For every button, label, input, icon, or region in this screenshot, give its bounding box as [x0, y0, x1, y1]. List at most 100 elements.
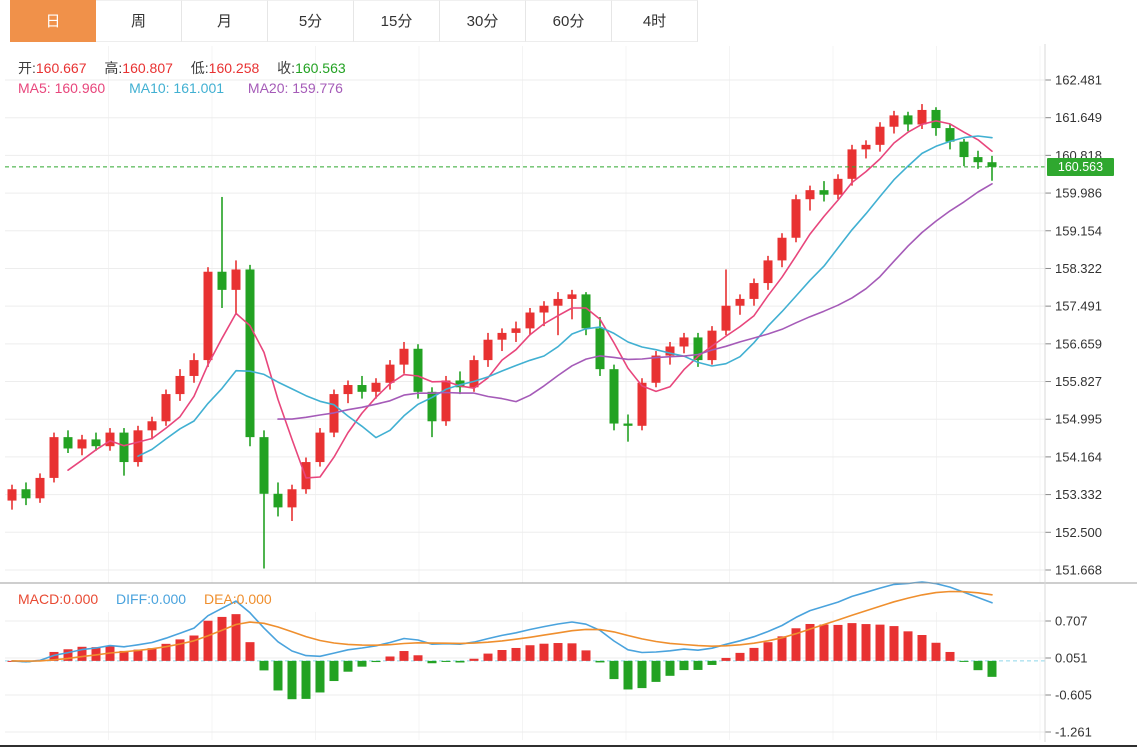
macd-histogram-bar: [679, 660, 689, 671]
candle-body: [511, 328, 521, 333]
candle-body: [133, 430, 143, 463]
macd-histogram-bar: [427, 660, 437, 664]
macd-histogram-bar: [525, 645, 535, 661]
macd-histogram-bar: [343, 660, 353, 672]
candle-body: [791, 199, 801, 238]
macd-histogram-bar: [301, 660, 311, 699]
candle-body: [35, 477, 45, 499]
close-item: 收:160.563: [277, 60, 346, 76]
macd-histogram-bar: [665, 660, 675, 676]
candle-body: [931, 109, 941, 129]
macd-histogram-bar: [931, 642, 941, 661]
candle-body: [245, 269, 255, 438]
candle-body: [861, 144, 871, 150]
candle-body: [721, 305, 731, 331]
ma5-line: [67, 120, 993, 479]
price-axis-label: 159.986: [1055, 186, 1102, 201]
macd-histogram-bar: [119, 650, 129, 661]
timeframe-tab-5[interactable]: 15分: [354, 0, 440, 42]
timeframe-tab-6[interactable]: 30分: [440, 0, 526, 42]
ma10-legend: MA10: 161.001: [129, 80, 225, 96]
candle-body: [651, 355, 661, 383]
candle-body: [875, 126, 885, 145]
macd-histogram-bar: [819, 624, 829, 661]
macd-histogram-bar: [133, 649, 143, 661]
candle-body: [273, 493, 283, 508]
candle-body: [147, 421, 157, 431]
macd-axis-label: 0.051: [1055, 651, 1088, 666]
candle-body: [63, 437, 73, 449]
macd-histogram-bar: [651, 660, 661, 682]
candle-body: [973, 157, 983, 163]
diff-value: DIFF:0.000: [116, 591, 187, 607]
macd-histogram-bar: [889, 626, 899, 661]
candle-body: [847, 149, 857, 179]
macd-histogram-bar: [791, 628, 801, 661]
candle-body: [595, 328, 605, 370]
ma-legend: MA5: 160.960 MA10: 161.001 MA20: 159.776: [18, 80, 363, 96]
candle-body: [455, 380, 465, 388]
candle-body: [385, 364, 395, 383]
low-label: 低:: [190, 60, 209, 76]
candle-body: [7, 489, 17, 501]
candle-body: [693, 337, 703, 361]
candle-body: [665, 346, 675, 356]
candle-body: [413, 348, 423, 392]
macd-histogram-bar: [203, 620, 213, 661]
candle-body: [497, 332, 507, 340]
price-axis-label: 159.154: [1055, 223, 1102, 238]
timeframe-tab-4[interactable]: 5分: [268, 0, 354, 42]
macd-histogram-bar: [735, 652, 745, 661]
candle-body: [553, 298, 563, 306]
dea-line: [11, 590, 993, 662]
macd-histogram-bar: [469, 658, 479, 661]
macd-histogram-bar: [357, 660, 367, 667]
candle-body: [819, 190, 829, 195]
macd-histogram-bar: [399, 651, 409, 661]
macd-histogram-bar: [581, 650, 591, 661]
macd-histogram-bar: [609, 660, 619, 680]
timeframe-tabs: 日周月 5分 15分 30分 60分 4时: [0, 0, 1137, 42]
macd-histogram-bar: [973, 660, 983, 671]
macd-histogram-bar: [161, 643, 171, 661]
ohlc-legend: 开:160.667 高:160.807 低:160.258 收:160.563: [18, 58, 360, 78]
price-axis-label: 154.995: [1055, 412, 1102, 427]
macd-histogram-bar: [329, 660, 339, 682]
macd-histogram-bar: [455, 660, 465, 663]
open-item: 开:160.667: [18, 60, 87, 76]
timeframe-tab-1[interactable]: 日: [10, 0, 96, 42]
candle-body: [217, 271, 227, 290]
ma10-line: [137, 135, 993, 458]
price-axis-label: 154.164: [1055, 449, 1102, 464]
candle-body: [623, 423, 633, 426]
macd-histogram-bar: [749, 647, 759, 661]
candle-body: [637, 382, 647, 426]
candle-body: [987, 162, 997, 167]
candle-body: [581, 294, 591, 329]
ma20-legend: MA20: 159.776: [247, 80, 343, 96]
candle-body: [259, 437, 269, 494]
macd-histogram-bar: [77, 646, 87, 661]
last-price-badge: 160.563: [1047, 157, 1114, 176]
price-axis-label: 158.322: [1055, 261, 1102, 276]
candle-body: [441, 380, 451, 422]
macd-histogram-bar: [385, 656, 395, 661]
candle-body: [189, 360, 199, 376]
high-item: 高:160.807: [104, 60, 173, 76]
macd-histogram-bar: [861, 624, 871, 661]
macd-histogram-bar: [763, 642, 773, 661]
macd-histogram-bar: [63, 649, 73, 661]
timeframe-tab-3[interactable]: 月: [182, 0, 268, 42]
macd-histogram-bar: [189, 635, 199, 661]
candle-body: [763, 260, 773, 284]
candle-body: [609, 369, 619, 424]
timeframe-tab-2[interactable]: 周: [96, 0, 182, 42]
macd-histogram-bar: [245, 642, 255, 661]
timeframe-tab-8[interactable]: 4时: [612, 0, 698, 42]
macd-histogram-bar: [287, 660, 297, 700]
timeframe-tab-7[interactable]: 60分: [526, 0, 612, 42]
open-label: 开:: [18, 60, 36, 76]
candle-body: [119, 432, 129, 463]
candle-body: [945, 128, 955, 142]
